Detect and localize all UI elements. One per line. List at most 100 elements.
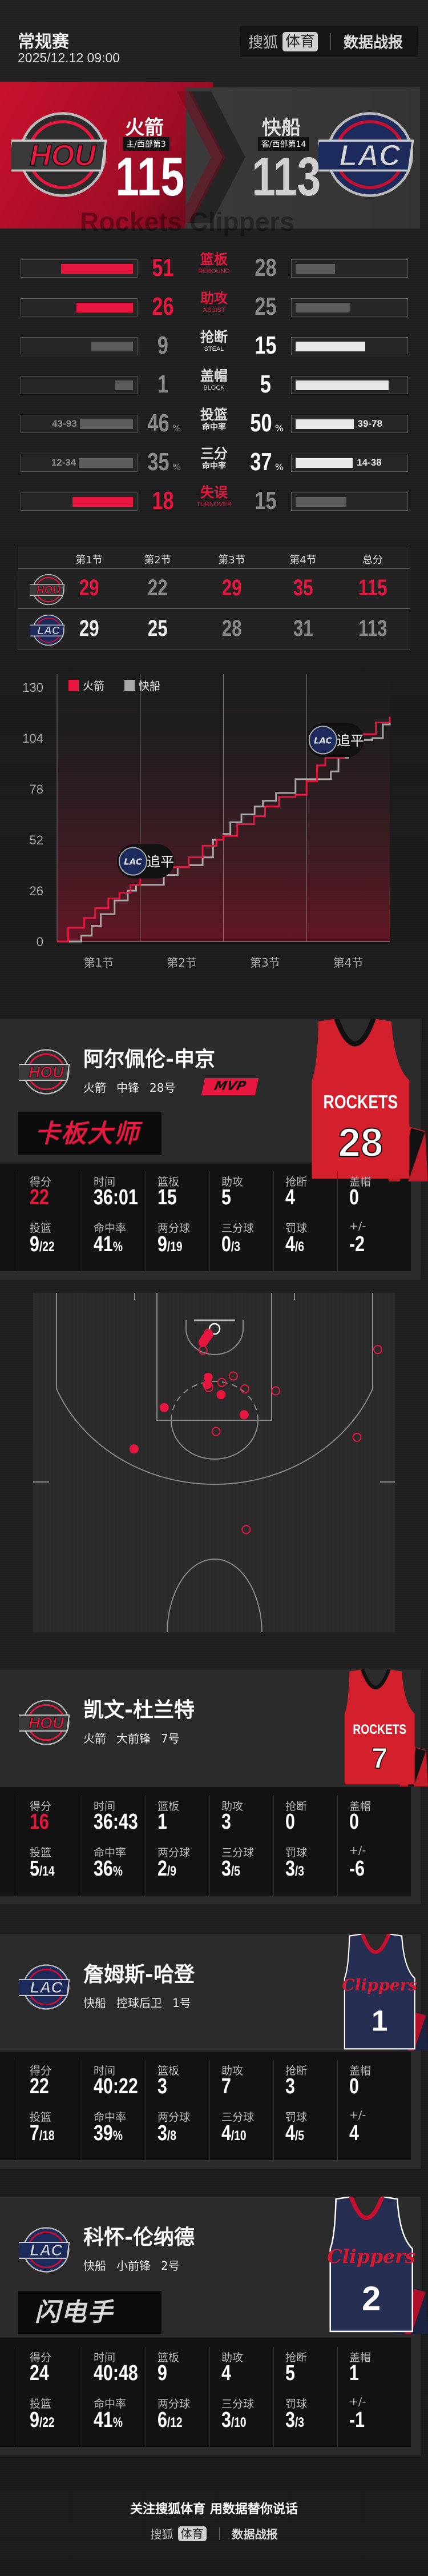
jersey-image: ROCKETS 28	[312, 1019, 428, 1181]
stat-value: 36%	[94, 1857, 123, 1881]
stat-label: 得分	[30, 2065, 52, 2077]
stat-value: 3	[221, 1810, 231, 1834]
stat-label: 三分球	[221, 1222, 255, 1235]
stat-column: 时间 40:22 命中率 39%	[82, 2060, 146, 2160]
stat-main: -6	[349, 1857, 365, 1881]
court-line	[167, 1559, 263, 1632]
away-team-rank: 客/西部第14	[257, 137, 310, 151]
player-team-logo: HOU	[19, 1049, 70, 1095]
away-bar-track	[291, 298, 408, 317]
lac-logo-icon	[308, 726, 337, 755]
away-value-text: 25	[254, 293, 277, 321]
quarter-score: 28	[206, 615, 257, 642]
stat-main: 3	[221, 1857, 231, 1881]
stat-label: 投篮	[30, 2111, 52, 2124]
player-position: 控球后卫	[116, 1996, 162, 2010]
stat-value: 4/5	[285, 2121, 304, 2146]
stat-main: 39	[94, 2121, 113, 2145]
brand-sohu: 搜狐	[150, 2527, 173, 2541]
stat-value: 3	[158, 2074, 167, 2098]
stat-column: 抢断 0 罚球 3/3	[273, 1796, 337, 1896]
jersey-wordmark: ROCKETS	[353, 1721, 406, 1737]
player-number-label: 7号	[161, 1732, 180, 1745]
stat-label: +/-	[349, 1220, 366, 1232]
quarter-score-value: 115	[358, 575, 387, 600]
quarter-score-value: 35	[293, 575, 313, 600]
game-datetime: 2025/12.12 09:00	[18, 50, 120, 65]
stat-sub: /14	[39, 1864, 55, 1879]
missed-shot-marker	[373, 1345, 383, 1355]
quarter-score-value: 25	[147, 616, 168, 641]
y-tick-label: 130	[22, 680, 43, 695]
tie-annotation: LAC 追平	[117, 844, 175, 879]
stat-label: 罚球	[285, 2111, 308, 2124]
home-bar-track: 12-34	[21, 454, 138, 472]
stat-sub: /22	[39, 1239, 55, 1255]
away-quarter-row: LAC 29 25 28 31 113	[18, 610, 410, 650]
stat-value: -1	[349, 2408, 365, 2433]
stat-main: 41	[94, 2408, 113, 2432]
home-bar-track: 43-93	[21, 415, 138, 433]
stat-value: 40:48	[94, 2361, 138, 2385]
player-team-logo: HOU	[19, 1700, 70, 1745]
stat-label: 得分	[30, 2351, 52, 2364]
stat-sub: /5	[294, 2128, 304, 2144]
player-position: 中锋	[116, 1081, 139, 1095]
stat-label: 命中率	[94, 1846, 127, 1859]
stat-label: +/-	[349, 1844, 366, 1857]
unit: %	[274, 423, 284, 434]
away-value-text: 5	[260, 370, 271, 398]
quarter-header: 第3节	[218, 554, 245, 566]
hoop-icon	[208, 1323, 221, 1335]
legend-swatch	[124, 680, 135, 691]
x-tick-label: 第2节	[167, 956, 197, 969]
home-value-text: 46	[147, 409, 169, 437]
away-made-attempts: 39-78	[357, 418, 383, 429]
quarter-score: 29	[63, 615, 115, 642]
logo-text: LAC	[30, 1978, 63, 1996]
player-info: 火箭 大前锋 7号	[83, 1729, 190, 1746]
stat-value: 3/8	[158, 2121, 176, 2146]
stat-label: 两分球	[158, 2398, 191, 2410]
player-team-logo: LAC	[19, 2227, 70, 2273]
stat-label: 命中率	[94, 1222, 127, 1235]
stat-value: 0	[349, 1185, 359, 1209]
stat-label: 篮板	[158, 2065, 180, 2077]
logo-text: LAC	[339, 139, 401, 172]
home-made-attempts: 43-93	[52, 418, 77, 429]
away-bar-fill	[296, 264, 336, 274]
home-bar-track	[21, 298, 138, 317]
home-team-logo: HOU	[6, 110, 114, 201]
player-position: 小前锋	[116, 2259, 151, 2273]
stat-sub: /3	[294, 2415, 304, 2430]
home-stat-value: 46%	[140, 409, 185, 443]
watermark-away: Clippers	[189, 207, 294, 237]
brand-sohu: 搜狐	[248, 34, 278, 51]
jersey-number: 1	[372, 2005, 387, 2037]
away-value-text: 37	[250, 448, 272, 476]
missed-shot-marker	[271, 1386, 281, 1396]
away-stat-value: 25	[243, 293, 288, 321]
stat-sub: /5	[231, 1864, 240, 1879]
stat-label-en: 命中率	[202, 422, 226, 431]
hou-logo-icon: HOU	[30, 574, 65, 606]
stat-column: 时间 36:01 命中率 41%	[82, 1171, 146, 1271]
stat-label: 抢断	[285, 2351, 308, 2364]
stat-value: 3/5	[221, 1857, 240, 1881]
stat-label: 失误 TURNOVER	[185, 484, 243, 508]
versus-chevron-icon	[177, 91, 245, 223]
stat-value: 4	[285, 1185, 295, 1209]
stat-column: 盖帽 0 +/- 4	[337, 2060, 401, 2160]
stat-sub: %	[112, 2128, 123, 2144]
stat-value: 9/22	[30, 1232, 55, 1257]
stat-value: 5	[221, 1185, 231, 1209]
quarter-score: 113	[347, 615, 398, 642]
lac-logo-icon	[119, 847, 148, 876]
stat-value: 3	[285, 2074, 295, 2098]
player-team: 火箭	[83, 1732, 106, 1745]
stat-value: 36:01	[94, 1185, 138, 1209]
home-bar-track	[21, 259, 138, 278]
stat-main: 3	[158, 2121, 167, 2145]
stat-value: 0	[349, 1810, 359, 1834]
lac-logo-icon: LAC	[30, 614, 65, 646]
